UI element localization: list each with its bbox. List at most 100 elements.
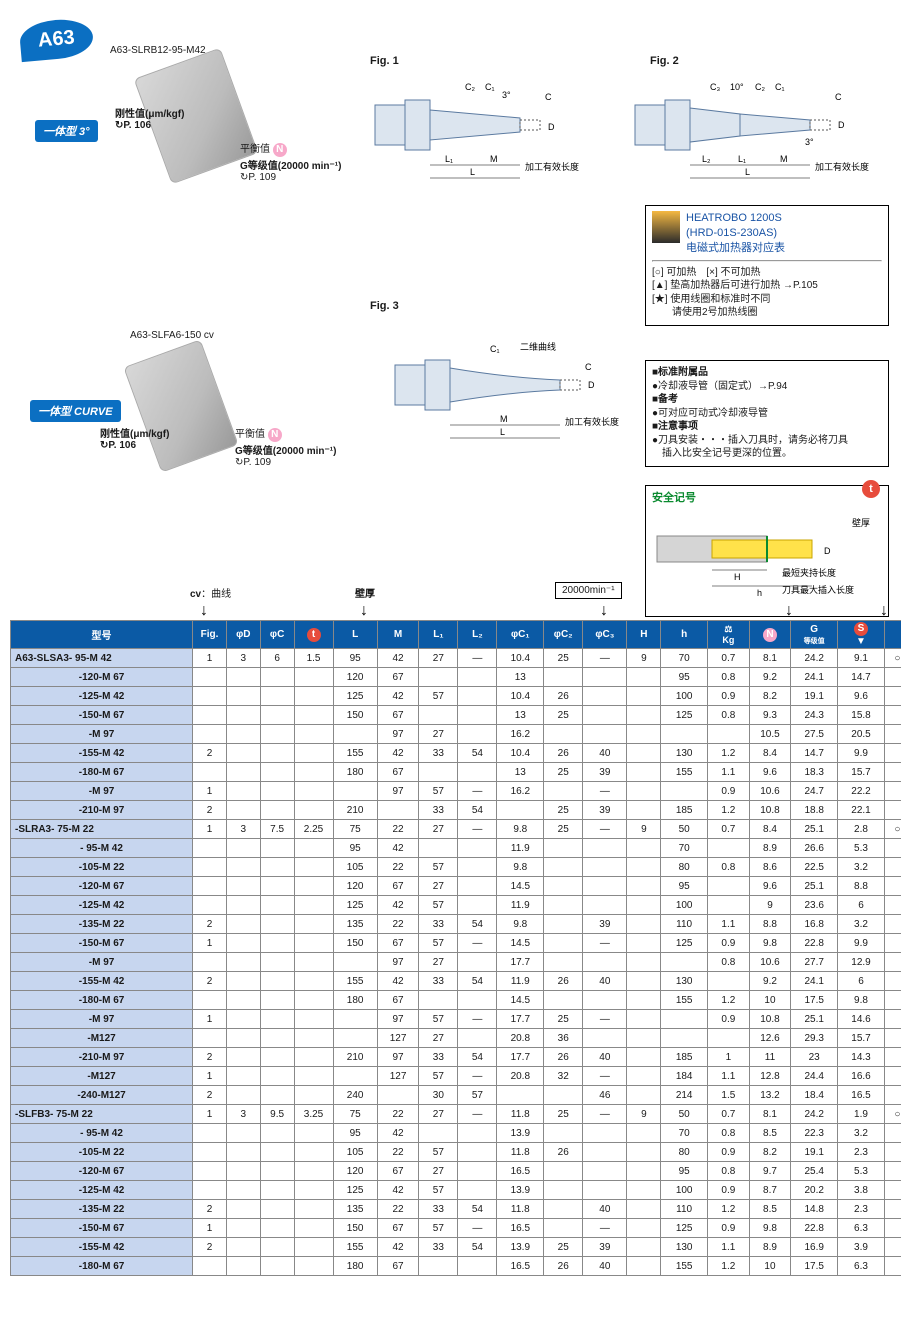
table-cell: 80: [661, 1143, 708, 1162]
table-cell: 17.7: [497, 953, 544, 972]
table-cell: 2: [193, 1238, 227, 1257]
table-cell: 54: [458, 972, 497, 991]
table-cell: [884, 934, 901, 953]
table-cell: 9.8: [749, 934, 791, 953]
table-cell: 16.2: [497, 782, 544, 801]
table-cell: 67: [377, 991, 419, 1010]
table-cell: 127: [377, 1067, 419, 1086]
legend-cv: cvcv：曲线：曲线: [190, 585, 231, 600]
table-cell: 26: [544, 744, 583, 763]
table-cell: [226, 725, 260, 744]
table-row: -155-M 42215542335410.426401301.28.414.7…: [11, 744, 901, 763]
table-cell: [627, 991, 661, 1010]
table-cell: [294, 1048, 333, 1067]
table-cell: 67: [377, 763, 419, 782]
table-cell: 40: [583, 1048, 627, 1067]
table-cell: -240-M127: [11, 1086, 193, 1105]
table-cell: [583, 1162, 627, 1181]
table-cell: 155: [333, 972, 377, 991]
table-cell: 105: [333, 1143, 377, 1162]
table-cell: 24.1: [791, 972, 838, 991]
table-cell: [458, 1257, 497, 1276]
table-cell: [544, 991, 583, 1010]
table-cell: —: [583, 1105, 627, 1124]
table-cell: 75: [333, 1105, 377, 1124]
table-cell: [333, 725, 377, 744]
table-cell: [226, 687, 260, 706]
table-cell: 57: [458, 1086, 497, 1105]
table-cell: 1: [193, 1105, 227, 1124]
table-cell: [193, 839, 227, 858]
fig3-label: Fig. 3: [370, 300, 399, 312]
table-cell: 57: [419, 782, 458, 801]
table-cell: [884, 972, 901, 991]
table-row: -150-M 6711506757—16.5—1250.99.822.86.3: [11, 1219, 901, 1238]
table-cell: [458, 839, 497, 858]
svg-text:L: L: [745, 167, 750, 177]
table-cell: [884, 858, 901, 877]
table-cell: 1: [193, 1067, 227, 1086]
table-cell: 14.7: [791, 744, 838, 763]
table-cell: 39: [583, 1238, 627, 1257]
table-cell: 26: [544, 1143, 583, 1162]
table-cell: [294, 1238, 333, 1257]
table-cell: ○: [884, 649, 901, 668]
svg-text:L₁: L₁: [445, 154, 453, 164]
table-cell: 6.3: [838, 1219, 885, 1238]
table-cell: [226, 1257, 260, 1276]
col-L1: L₁: [419, 621, 458, 649]
table-cell: [884, 1200, 901, 1219]
table-cell: 13.9: [497, 1181, 544, 1200]
table-cell: 25: [544, 1238, 583, 1257]
table-cell: [193, 858, 227, 877]
table-cell: [226, 668, 260, 687]
table-cell: 110: [661, 915, 708, 934]
table-cell: [884, 725, 901, 744]
table-cell: [226, 1048, 260, 1067]
table-cell: 1: [193, 1010, 227, 1029]
table-cell: 13.2: [749, 1086, 791, 1105]
table-cell: -180-M 67: [11, 991, 193, 1010]
table-cell: 25: [544, 820, 583, 839]
table-cell: 57: [419, 1181, 458, 1200]
table-cell: [226, 763, 260, 782]
table-cell: 13: [497, 668, 544, 687]
table-cell: 14.8: [791, 1200, 838, 1219]
table-cell: 6.3: [838, 1257, 885, 1276]
table-cell: [627, 953, 661, 972]
table-cell: [884, 839, 901, 858]
table-cell: 9.9: [838, 934, 885, 953]
col-L2: L₂: [458, 621, 497, 649]
table-cell: 25: [544, 763, 583, 782]
table-cell: -135-M 22: [11, 915, 193, 934]
table-cell: [458, 1124, 497, 1143]
table-cell: [226, 1010, 260, 1029]
table-cell: 42: [377, 687, 419, 706]
table-cell: 23.6: [791, 896, 838, 915]
table-cell: 23: [791, 1048, 838, 1067]
table-cell: [260, 1162, 294, 1181]
table-cell: [627, 1238, 661, 1257]
table-cell: 12.9: [838, 953, 885, 972]
table-row: -180-M 671806714.51551.21017.59.8: [11, 991, 901, 1010]
table-cell: 33: [419, 1048, 458, 1067]
svg-text:M: M: [780, 154, 788, 164]
svg-text:C₂: C₂: [755, 82, 765, 92]
table-cell: 3: [226, 1105, 260, 1124]
table-cell: [294, 915, 333, 934]
table-cell: —: [458, 782, 497, 801]
balance-label-1: 平衡值 NG等级值(20000 min⁻¹)↻P. 109: [240, 140, 341, 183]
table-cell: 67: [377, 1219, 419, 1238]
table-cell: 9: [749, 896, 791, 915]
col-c: φC: [260, 621, 294, 649]
table-cell: 2: [193, 1048, 227, 1067]
table-row: -125-M 42125425710.4261000.98.219.19.6: [11, 687, 901, 706]
table-cell: 33: [419, 1200, 458, 1219]
table-cell: 14.5: [497, 934, 544, 953]
table-cell: 14.7: [838, 668, 885, 687]
table-cell: 3.2: [838, 1124, 885, 1143]
table-cell: 1: [193, 820, 227, 839]
table-cell: 20.8: [497, 1029, 544, 1048]
table-cell: —: [458, 934, 497, 953]
table-cell: 18.8: [791, 801, 838, 820]
